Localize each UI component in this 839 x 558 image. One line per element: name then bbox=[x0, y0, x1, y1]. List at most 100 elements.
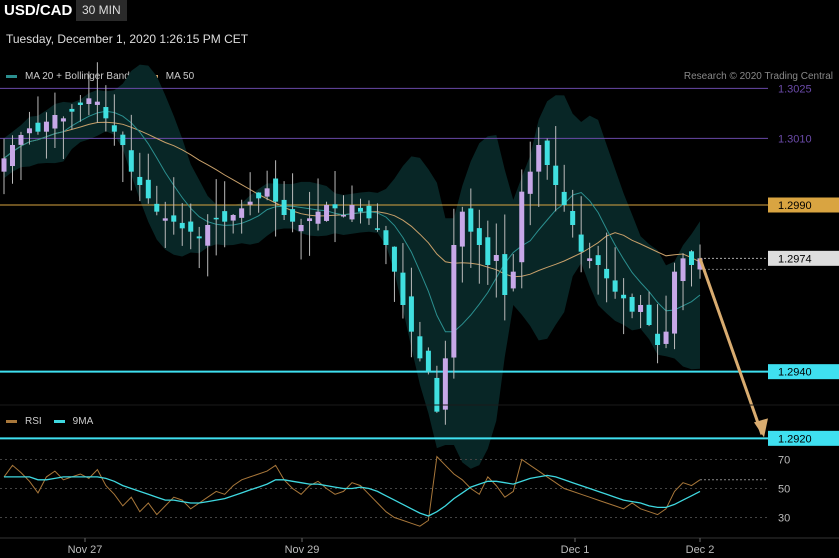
candle-body bbox=[468, 208, 474, 232]
legend-item-9ma: 9MA bbox=[53, 416, 93, 427]
candle-body bbox=[18, 135, 24, 145]
candle-body bbox=[672, 271, 678, 334]
rsi-line bbox=[3, 455, 701, 527]
candle-body bbox=[26, 128, 32, 134]
legend-item-ma20: MA 20 + Bollinger Bands bbox=[6, 71, 135, 82]
candle-body bbox=[680, 258, 686, 282]
candle-body bbox=[256, 192, 262, 199]
x-tick-label: Nov 29 bbox=[285, 544, 320, 556]
x-tick-label: Nov 27 bbox=[68, 544, 103, 556]
candle-body bbox=[315, 211, 321, 224]
legend-label-ma50: MA 50 bbox=[165, 71, 195, 82]
candle-body bbox=[400, 272, 406, 305]
candle-body bbox=[264, 188, 270, 197]
rsi-tick-label: 50 bbox=[778, 484, 790, 496]
level-label-1.2990: 1.2990 bbox=[778, 200, 812, 212]
candle-body bbox=[349, 205, 355, 220]
candle-body bbox=[587, 258, 593, 261]
candle-body bbox=[154, 203, 160, 212]
candle-body bbox=[604, 268, 610, 279]
level-tag-1.2940 bbox=[768, 364, 839, 380]
candle-body bbox=[366, 205, 372, 219]
candle-body bbox=[273, 178, 279, 202]
candle-body bbox=[629, 296, 635, 312]
rsi-tick-label: 70 bbox=[778, 455, 790, 467]
candle-body bbox=[35, 122, 41, 132]
candle-body bbox=[417, 336, 423, 359]
symbol-label: USD/CAD bbox=[4, 2, 73, 19]
datetime-label: Tuesday, December 1, 2020 1:26:15 PM CET bbox=[6, 32, 249, 46]
candle-body bbox=[493, 255, 499, 261]
rsi-legend: RSI 9MA bbox=[6, 416, 105, 427]
candle-body bbox=[213, 217, 219, 220]
candle-body bbox=[476, 228, 482, 245]
candle-body bbox=[374, 228, 380, 230]
candle-body bbox=[442, 358, 448, 410]
candle-body bbox=[612, 280, 618, 292]
legend-swatch-9ma bbox=[53, 420, 65, 423]
level-label-1.2940: 1.2940 bbox=[778, 367, 812, 379]
candle-body bbox=[332, 204, 338, 209]
candle-body bbox=[188, 221, 194, 232]
candle-body bbox=[290, 209, 296, 222]
candle-body bbox=[247, 201, 253, 205]
candle-body bbox=[561, 191, 567, 205]
candle-body bbox=[663, 331, 669, 344]
projection-arrow bbox=[698, 257, 764, 435]
candle-body bbox=[341, 215, 347, 217]
candle-body bbox=[103, 107, 109, 119]
candle-body bbox=[451, 245, 457, 358]
candle-body bbox=[52, 115, 58, 129]
candle-body bbox=[69, 108, 75, 112]
rsi-9ma-line bbox=[4, 474, 701, 517]
candle-body bbox=[519, 191, 525, 263]
candle-body bbox=[655, 333, 661, 345]
candle-body bbox=[408, 296, 414, 332]
projection-arrow-head bbox=[754, 418, 768, 438]
candle-body bbox=[281, 199, 287, 215]
legend-label-rsi: RSI bbox=[25, 416, 42, 427]
candle-body bbox=[111, 125, 117, 132]
candle-body bbox=[578, 234, 584, 252]
candle-body bbox=[527, 171, 533, 194]
timeframe-button[interactable]: 30 MIN bbox=[76, 0, 127, 21]
level-label-1.3025: 1.3025 bbox=[778, 83, 812, 95]
candle-body bbox=[646, 304, 652, 325]
candle-body bbox=[570, 210, 576, 225]
level-label-1.3010: 1.3010 bbox=[778, 133, 812, 145]
candle-body bbox=[205, 225, 211, 246]
candle-body bbox=[128, 150, 134, 172]
candle-body bbox=[425, 350, 431, 372]
candle-body bbox=[689, 251, 695, 265]
candle-body bbox=[434, 377, 440, 412]
level-tag-1.2990 bbox=[768, 197, 839, 213]
candle-body bbox=[77, 102, 83, 105]
candle-body bbox=[502, 254, 508, 295]
candle-body bbox=[697, 258, 703, 270]
candle-body bbox=[145, 179, 151, 199]
candle-body bbox=[553, 165, 559, 185]
candle-body bbox=[485, 237, 491, 265]
candle-body bbox=[9, 145, 15, 167]
level-tag-1.2974 bbox=[768, 250, 839, 266]
candle-body bbox=[94, 101, 100, 105]
candle-body bbox=[222, 211, 228, 222]
candle-body bbox=[43, 121, 49, 132]
candle-body bbox=[171, 215, 177, 222]
candle-body bbox=[120, 134, 126, 145]
candle-body bbox=[544, 140, 550, 165]
level-label-1.2974: 1.2974 bbox=[778, 253, 812, 265]
candle-body bbox=[137, 176, 143, 185]
candle-body bbox=[298, 225, 304, 232]
candle-body bbox=[595, 255, 601, 265]
candle-body bbox=[86, 98, 92, 104]
legend-swatch-ma20 bbox=[6, 75, 17, 78]
x-tick-label: Dec 2 bbox=[686, 544, 715, 556]
rsi-tick-label: 30 bbox=[778, 513, 790, 525]
candle-body bbox=[239, 208, 245, 218]
candle-body bbox=[391, 246, 397, 272]
candle-body bbox=[459, 211, 465, 247]
candle-body bbox=[60, 118, 66, 122]
candle-body bbox=[230, 215, 236, 221]
